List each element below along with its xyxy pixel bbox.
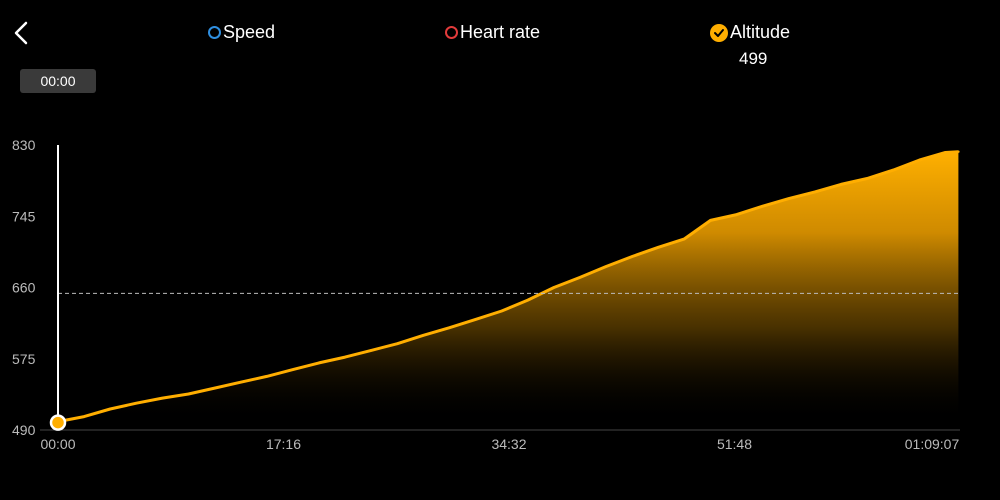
- altitude-point: [683, 237, 686, 241]
- heart-rate-toggle-icon: [445, 26, 458, 39]
- altitude-point: [735, 213, 738, 216]
- x-tick-label: 01:09:07: [905, 436, 960, 452]
- altitude-point: [161, 396, 164, 400]
- altitude-check-icon: [710, 23, 728, 42]
- altitude-point: [474, 318, 477, 321]
- y-tick-label: 490: [12, 422, 36, 438]
- altitude-point: [957, 150, 960, 153]
- x-tick-label: 00:00: [40, 436, 75, 452]
- altitude-point: [108, 407, 112, 411]
- back-button[interactable]: [8, 18, 34, 48]
- chevron-left-icon: [14, 21, 28, 45]
- y-tick-label: 830: [12, 137, 36, 153]
- altitude-point: [187, 392, 190, 396]
- altitude-point: [448, 326, 451, 329]
- cursor-time-badge: 00:00: [20, 69, 96, 93]
- speed-toggle-icon: [208, 26, 221, 39]
- altitude-line: [57, 150, 959, 424]
- altitude-point: [213, 386, 216, 390]
- altitude-point: [265, 375, 268, 378]
- altitude-point: [317, 361, 321, 365]
- legend-altitude[interactable]: Altitude: [710, 22, 790, 43]
- altitude-point: [630, 255, 634, 258]
- altitude-point: [918, 158, 921, 162]
- altitude-point: [396, 342, 399, 345]
- altitude-point: [944, 151, 947, 154]
- altitude-point: [422, 334, 425, 337]
- altitude-area: [58, 151, 959, 422]
- altitude-point: [291, 368, 295, 371]
- altitude-point: [82, 415, 86, 418]
- altitude-point: [657, 246, 660, 249]
- altitude-point: [343, 355, 347, 359]
- cursor-dot[interactable]: [49, 414, 67, 431]
- altitude-point: [813, 190, 817, 194]
- altitude-point: [135, 401, 138, 405]
- altitude-point: [709, 219, 712, 222]
- altitude-point: [891, 168, 895, 172]
- altitude-point: [865, 177, 869, 180]
- legend-speed-label: Speed: [223, 22, 276, 42]
- y-tick-label: 745: [12, 208, 36, 224]
- altitude-point: [839, 183, 843, 186]
- y-tick-label: 660: [12, 280, 36, 296]
- altitude-point: [239, 381, 242, 384]
- altitude-point: [526, 298, 529, 302]
- altitude-point: [552, 286, 556, 289]
- x-tick-label: 34:32: [491, 436, 526, 452]
- legend-altitude-label: Altitude: [730, 22, 791, 42]
- altitude-point: [500, 309, 503, 313]
- cursor-value: 499: [739, 49, 768, 68]
- altitude-point: [578, 276, 582, 279]
- x-tick-label: 17:16: [266, 436, 301, 452]
- legend-heart-rate-label: Heart rate: [460, 22, 541, 42]
- legend-speed[interactable]: Speed: [208, 22, 275, 43]
- altitude-point: [787, 197, 790, 200]
- altitude-point: [369, 349, 373, 352]
- altitude-point: [761, 204, 764, 208]
- legend-heart-rate[interactable]: Heart rate: [445, 22, 540, 43]
- altitude-point: [604, 265, 608, 268]
- y-tick-label: 575: [12, 351, 36, 367]
- x-tick-label: 51:48: [717, 436, 752, 452]
